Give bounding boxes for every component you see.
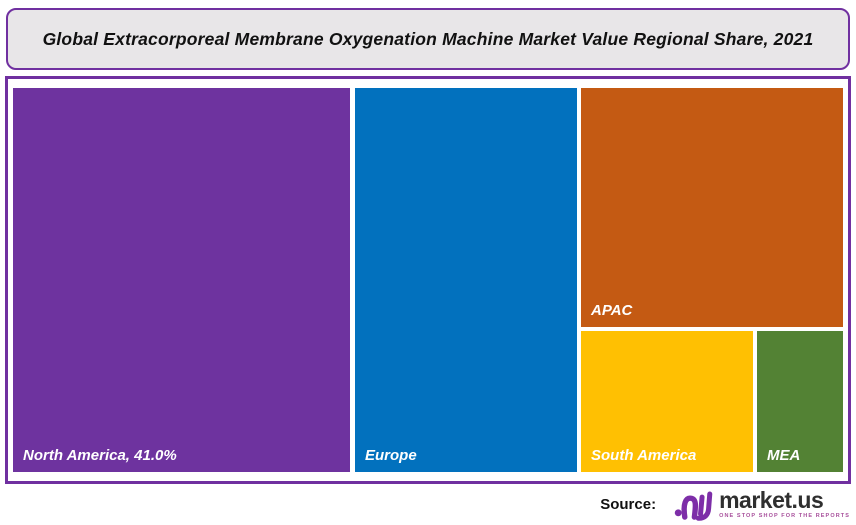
- source-attribution: Source: market.us ONE STOP SHOP FOR THE …: [600, 484, 850, 524]
- treemap-block-apac: APAC: [581, 88, 843, 327]
- treemap-label-europe: Europe: [365, 447, 417, 464]
- marketus-logo-textwrap: market.us ONE STOP SHOP FOR THE REPORTS: [719, 486, 850, 520]
- marketus-logo-text: market.us: [719, 486, 824, 513]
- source-label: Source:: [600, 495, 657, 513]
- treemap-label-mea: MEA: [767, 447, 801, 464]
- chart-title-box: Global Extracorporeal Membrane Oxygenati…: [6, 8, 850, 70]
- chart-title: Global Extracorporeal Membrane Oxygenati…: [42, 28, 814, 49]
- treemap-label-south-america: South America: [591, 447, 697, 464]
- treemap-label-apac: APAC: [591, 302, 633, 319]
- marketus-logo: market.us ONE STOP SHOP FOR THE REPORTS: [674, 485, 850, 523]
- treemap-block-mea: MEA: [757, 331, 843, 472]
- treemap-block-north-america: North America, 41.0%: [13, 88, 350, 472]
- marketus-logo-icon: [674, 491, 713, 521]
- treemap-label-north-america: North America, 41.0%: [23, 447, 177, 464]
- treemap-block-south-america: South America: [581, 331, 753, 472]
- marketus-logo-tagline: ONE STOP SHOP FOR THE REPORTS: [719, 512, 850, 519]
- treemap-block-europe: Europe: [355, 88, 577, 472]
